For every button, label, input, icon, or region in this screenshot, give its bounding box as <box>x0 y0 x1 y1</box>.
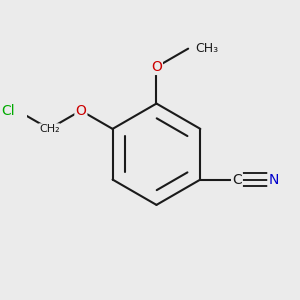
Text: C: C <box>232 172 242 187</box>
Text: CH₃: CH₃ <box>195 42 218 55</box>
Text: O: O <box>151 60 162 74</box>
Text: CH₂: CH₂ <box>39 124 59 134</box>
Text: O: O <box>76 103 86 118</box>
Text: N: N <box>268 172 279 187</box>
Text: Cl: Cl <box>1 103 15 118</box>
